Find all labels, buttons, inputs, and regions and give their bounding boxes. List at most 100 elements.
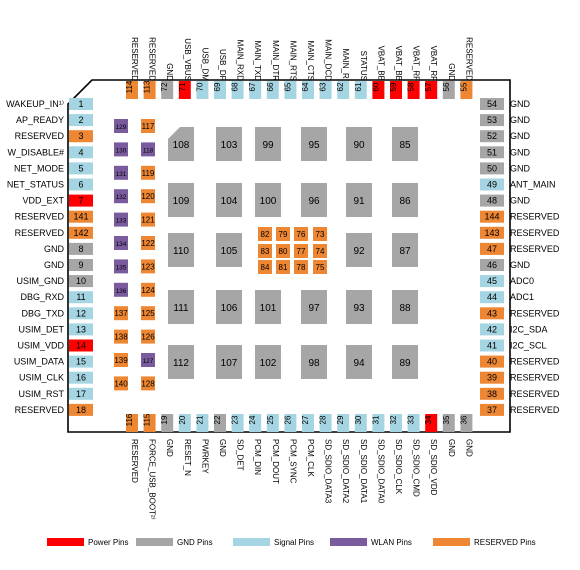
- pin-34: [425, 414, 438, 432]
- legend-swatch-reserved: [433, 538, 470, 546]
- pin-label: GND: [447, 439, 456, 457]
- gnd-pad-99: [255, 127, 281, 161]
- pin-label: RESERVED: [130, 37, 139, 81]
- pin-label: DBG_TXD: [21, 308, 64, 318]
- pin-141: [69, 210, 93, 223]
- pin-number: 121: [141, 216, 155, 225]
- pin-26: [284, 414, 297, 432]
- pin-number: 57: [424, 82, 433, 91]
- pin-17: [69, 387, 93, 400]
- pin-label: PCM_DOUT: [271, 439, 280, 484]
- pin-54: [480, 98, 504, 110]
- pin-label: PWRKEY: [200, 439, 209, 474]
- pin-2: [69, 114, 93, 127]
- pin-number: 14: [76, 341, 86, 351]
- gnd-pad-91: [346, 183, 372, 217]
- pin-53: [480, 114, 504, 127]
- gnd-pad-112: [168, 345, 194, 379]
- pin-number: 42: [487, 324, 497, 334]
- pin-67: [249, 81, 262, 99]
- pin-74: [313, 244, 327, 258]
- gnd-pad-104: [216, 183, 242, 217]
- pin-114: [126, 81, 138, 99]
- pin-140: [114, 376, 128, 391]
- pin-label: GND: [510, 99, 531, 109]
- pin-label: VDD_EXT: [22, 196, 64, 206]
- pin-30: [354, 414, 367, 432]
- gnd-pad-87: [392, 233, 418, 267]
- pin-number: 144: [484, 212, 499, 222]
- pin-number: 82: [261, 230, 270, 239]
- pin-42: [480, 323, 504, 336]
- pin-5: [69, 162, 93, 175]
- pin-132: [114, 189, 128, 204]
- pin-number: 54: [487, 99, 497, 109]
- pin-label: NET_MODE: [14, 163, 64, 173]
- pin-number: 4: [78, 147, 83, 157]
- pin-39: [480, 371, 504, 384]
- pin-label: W_DISABLE#: [7, 147, 64, 157]
- pin-number: 63: [319, 82, 328, 91]
- pin-label: GND: [510, 163, 531, 173]
- pin-number: 48: [487, 196, 497, 206]
- pin-label: MAIN_CTS: [306, 41, 315, 81]
- pin-80: [276, 244, 290, 258]
- pin-15: [69, 355, 93, 368]
- pad-number: 109: [173, 196, 190, 207]
- legend-label: GND Pins: [177, 538, 213, 547]
- legend: Power Pins GND Pins Signal Pins WLAN Pins RE…: [47, 538, 536, 547]
- pin-number: 27: [301, 415, 310, 424]
- pin-number: 139: [114, 356, 128, 365]
- pin-label: RESERVED: [15, 131, 65, 141]
- pin-number: 131: [116, 171, 127, 178]
- pin-61: [354, 81, 367, 99]
- pin-label: RESERVED: [148, 37, 157, 81]
- pin-label: SD_SDIO_CMD: [412, 439, 421, 497]
- pin-120: [141, 189, 155, 204]
- pin-21: [196, 414, 209, 432]
- pin-label: RESERVED: [510, 228, 560, 238]
- legend-swatch-power: [47, 538, 84, 546]
- pin-number: 68: [231, 82, 240, 91]
- gnd-pad-85: [392, 127, 418, 161]
- pin-number: 65: [283, 82, 292, 91]
- pin-25: [266, 414, 279, 432]
- pin-131: [114, 165, 128, 180]
- pin-number: 55: [459, 82, 468, 91]
- pin-label: MAIN_RXD: [236, 40, 245, 82]
- pin-number: 71: [178, 82, 187, 91]
- pin-117: [141, 119, 155, 133]
- pin-1: [69, 98, 93, 110]
- pin-label: RESERVED: [464, 37, 473, 81]
- pin-number: 40: [487, 357, 497, 367]
- pin-number: 123: [141, 262, 155, 271]
- pin-number: 120: [141, 192, 155, 201]
- pin-number: 118: [143, 147, 154, 154]
- pin-64: [302, 81, 314, 99]
- legend-label: RESERVED Pins: [474, 538, 536, 547]
- pin-4: [69, 146, 93, 159]
- pin-number: 31: [371, 415, 380, 424]
- pin-label: USIM_RST: [18, 389, 64, 399]
- pin-41: [480, 339, 504, 352]
- pin-label: RESERVED: [15, 212, 65, 222]
- pin-number: 50: [487, 163, 497, 173]
- pin-label: GND: [218, 439, 227, 457]
- pin-number: 130: [116, 147, 127, 154]
- pin-label: GND: [510, 115, 531, 125]
- pin-number: 116: [125, 413, 134, 426]
- pad-number: 95: [308, 140, 320, 151]
- pin-13: [69, 323, 93, 336]
- pin-number: 38: [487, 389, 497, 399]
- pin-label: SD_DET: [236, 439, 245, 471]
- pin-number: 72: [160, 82, 169, 91]
- pin-number: 134: [116, 241, 127, 248]
- gnd-pad-93: [346, 290, 372, 324]
- pin-label: RESERVED: [510, 357, 560, 367]
- pin-number: 26: [283, 415, 292, 424]
- pin-50: [480, 162, 504, 175]
- pin-number: 36: [459, 415, 468, 424]
- pin-48: [480, 194, 504, 207]
- pin-number: 132: [116, 194, 127, 201]
